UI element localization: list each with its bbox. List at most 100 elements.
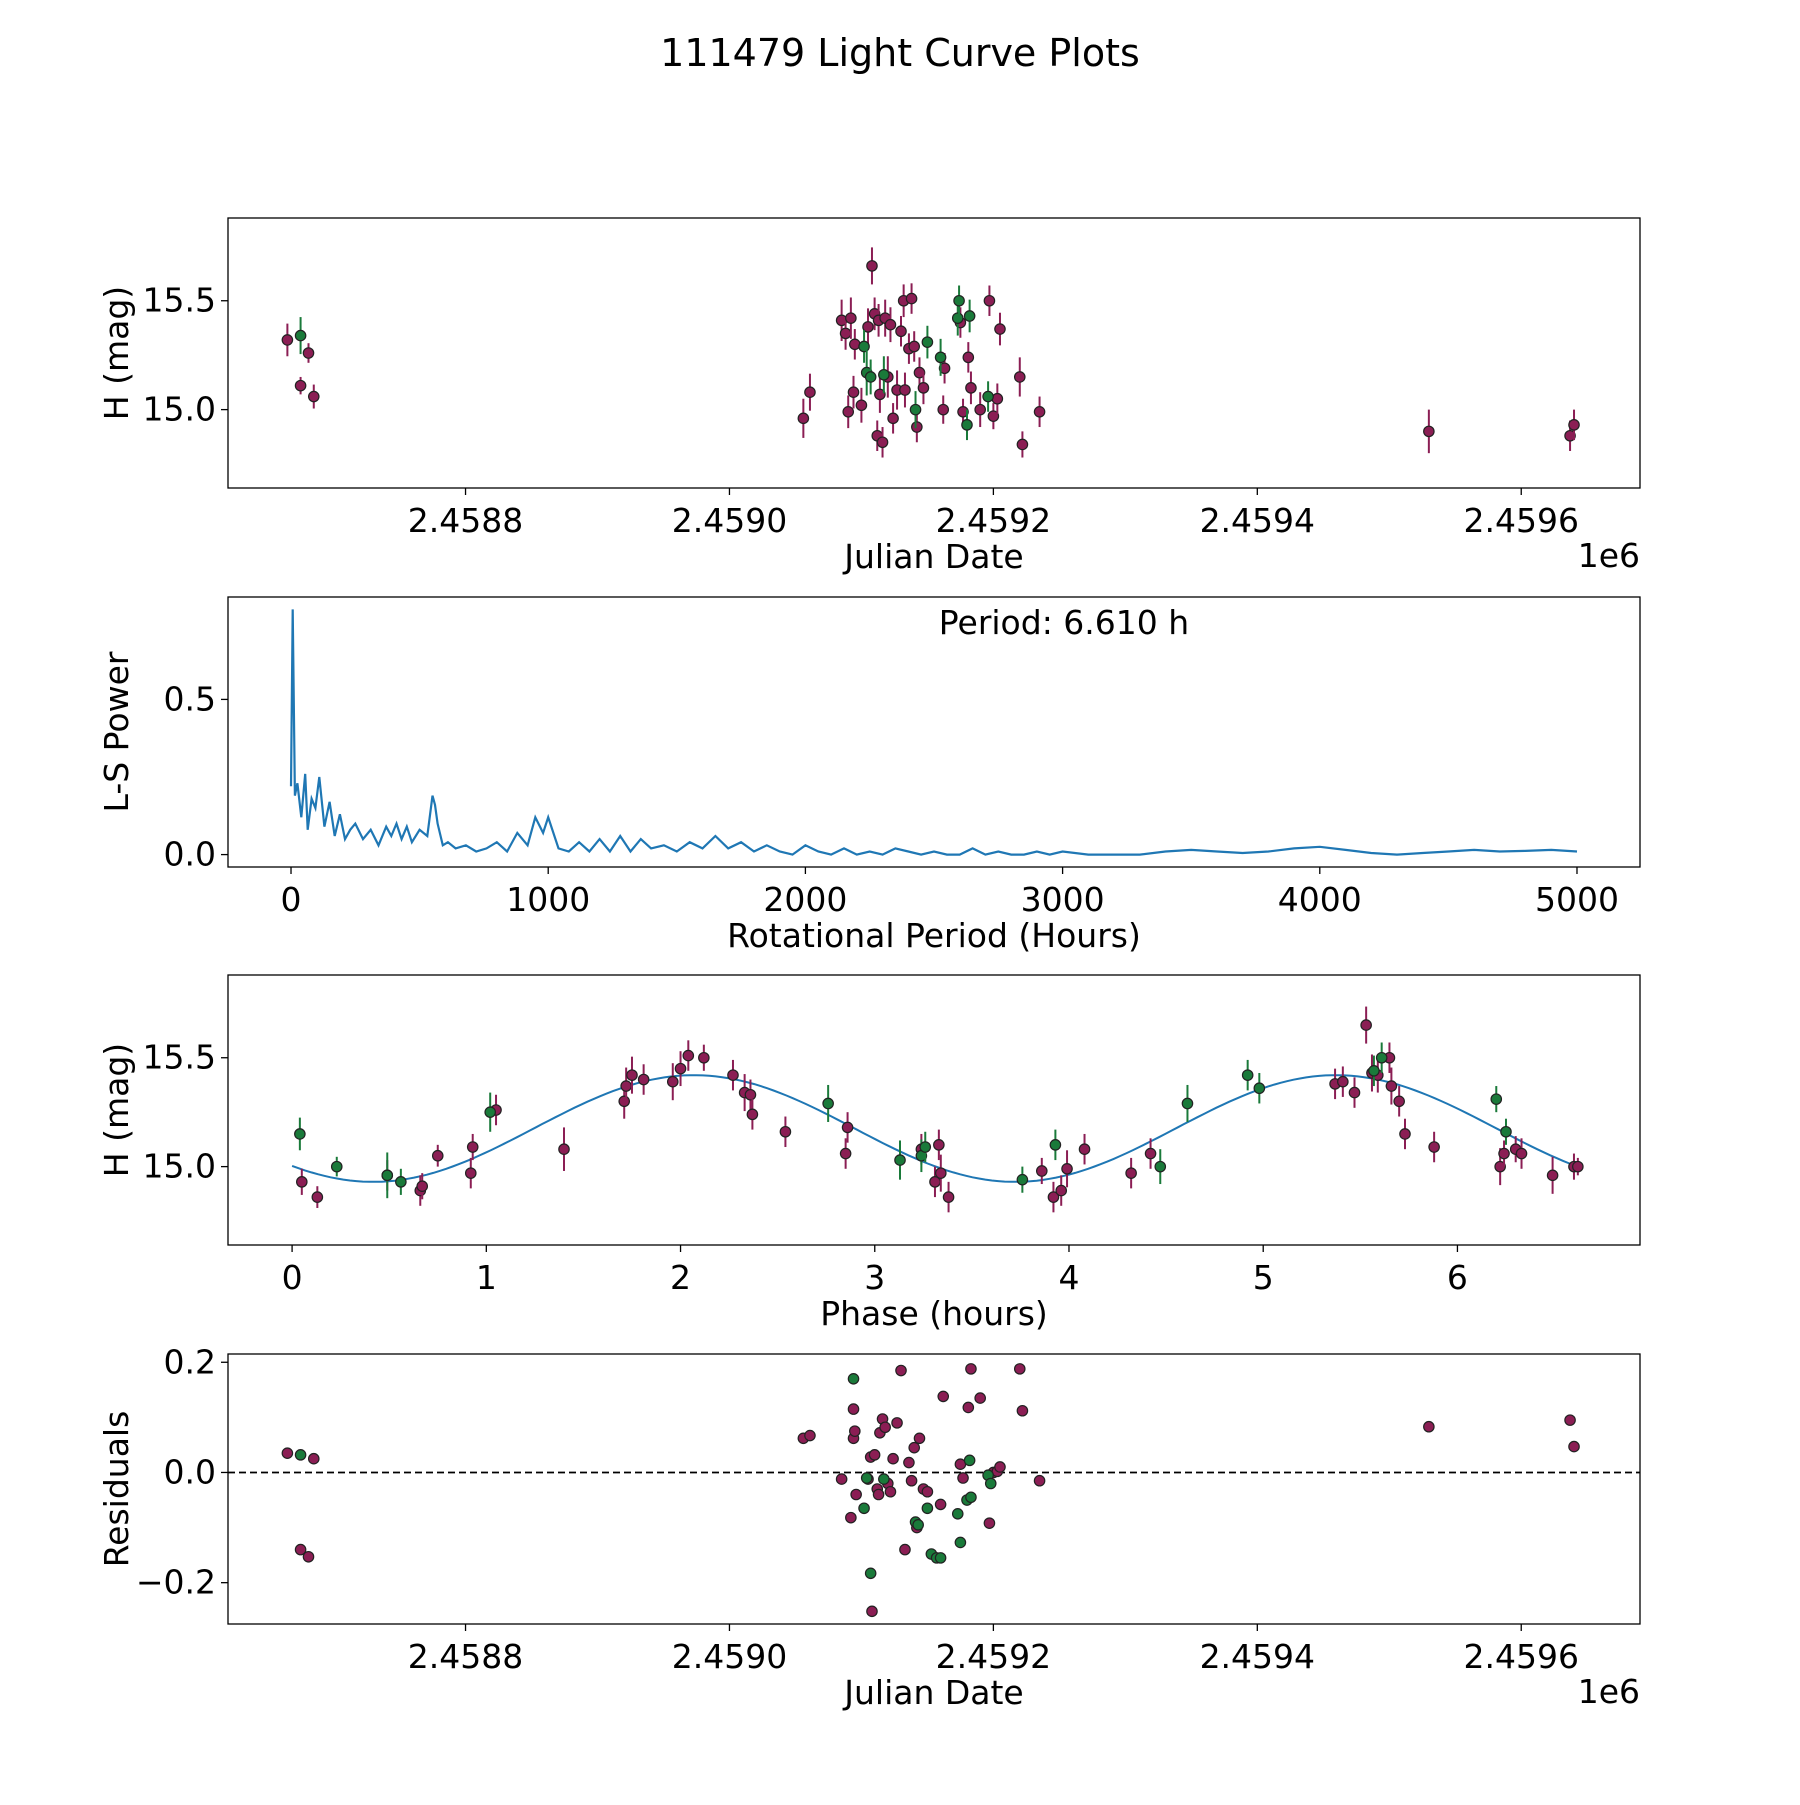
data-point-maroon xyxy=(884,1485,897,1498)
data-point-green xyxy=(294,1128,306,1140)
data-point-maroon xyxy=(921,1485,934,1498)
data-point-green xyxy=(954,1536,967,1549)
x-tick-label: 2.4590 xyxy=(672,1637,787,1676)
data-point-green xyxy=(860,1472,873,1484)
data-point-maroon xyxy=(872,1488,885,1501)
data-point-maroon xyxy=(905,1474,918,1487)
data-point-green xyxy=(395,1176,407,1188)
data-point-maroon xyxy=(987,410,1000,422)
data-point-maroon xyxy=(942,1191,955,1203)
y-tick-label: 0.5 xyxy=(164,679,216,718)
x-axis-label: Julian Date xyxy=(842,1673,1024,1712)
data-point-green xyxy=(294,1449,307,1461)
data-point-maroon xyxy=(1515,1147,1528,1160)
data-point-maroon xyxy=(1078,1143,1091,1155)
figure-title: 111479 Light Curve Plots xyxy=(660,31,1140,75)
x-tick-label: 1000 xyxy=(506,880,590,919)
data-point-maroon xyxy=(994,1461,1006,1473)
data-point-maroon xyxy=(938,362,951,375)
data-point-green xyxy=(847,1372,860,1385)
data-point-green xyxy=(1241,1069,1254,1081)
data-point-green xyxy=(963,310,976,322)
data-point-green xyxy=(934,351,947,364)
data-point-maroon xyxy=(884,318,897,331)
x-tick-label: 2.4592 xyxy=(936,1637,1051,1676)
data-point-maroon xyxy=(937,1390,950,1403)
data-point-maroon xyxy=(1035,1165,1048,1177)
data-point-maroon xyxy=(983,294,996,307)
data-point-maroon xyxy=(962,1401,975,1414)
x-tick-label: 2.4596 xyxy=(1463,501,1578,540)
x-axis-label: Phase (hours) xyxy=(820,1294,1048,1333)
data-point-maroon xyxy=(839,327,852,340)
data-point-green xyxy=(822,1097,834,1110)
data-point-maroon xyxy=(302,1550,315,1563)
data-point-maroon xyxy=(899,384,911,396)
data-point-maroon xyxy=(1572,1160,1584,1173)
data-point-maroon xyxy=(905,292,918,305)
data-point-maroon xyxy=(957,405,969,418)
data-point-maroon xyxy=(1423,425,1435,438)
x-offset-label: 1e6 xyxy=(1578,1672,1640,1711)
data-point-maroon xyxy=(933,1139,945,1151)
x-tick-label: 2.4590 xyxy=(672,501,787,540)
data-point-maroon xyxy=(1125,1167,1137,1179)
data-point-green xyxy=(963,1454,976,1467)
data-point-maroon xyxy=(1047,1191,1060,1203)
data-point-maroon xyxy=(744,1088,757,1101)
data-point-maroon xyxy=(281,334,294,346)
data-point-maroon xyxy=(911,421,923,433)
data-point-maroon xyxy=(1393,1095,1405,1108)
data-point-green xyxy=(294,329,307,342)
data-point-maroon xyxy=(431,1149,444,1162)
data-point-maroon xyxy=(307,1452,320,1465)
data-point-green xyxy=(951,1507,964,1520)
x-axis-label: Rotational Period (Hours) xyxy=(727,916,1141,955)
data-point-maroon xyxy=(281,1447,294,1459)
data-point-maroon xyxy=(937,403,950,416)
data-point-maroon xyxy=(1016,438,1029,451)
y-tick-label: 15.5 xyxy=(143,281,216,320)
data-point-maroon xyxy=(862,321,874,333)
data-point-maroon xyxy=(1013,1363,1026,1375)
data-point-maroon xyxy=(698,1051,710,1064)
x-tick-label: 2.4596 xyxy=(1463,1637,1578,1676)
data-point-green xyxy=(921,336,934,348)
data-point-maroon xyxy=(908,1441,921,1454)
data-point-maroon xyxy=(466,1141,479,1153)
data-point-green xyxy=(1154,1160,1167,1173)
data-point-maroon xyxy=(637,1073,650,1086)
data-point-green xyxy=(1368,1065,1380,1077)
data-point-maroon xyxy=(842,405,855,418)
data-point-maroon xyxy=(868,1449,881,1461)
data-point-maroon xyxy=(965,1363,977,1375)
data-point-maroon xyxy=(626,1069,638,1081)
model-fit-curve xyxy=(291,1074,1577,1183)
y-tick-label: −0.2 xyxy=(136,1563,216,1602)
data-point-maroon xyxy=(804,1429,816,1442)
data-point-green xyxy=(1253,1082,1266,1095)
data-point-maroon xyxy=(797,412,810,425)
data-point-maroon xyxy=(296,1176,308,1188)
period-annotation: Period: 6.610 h xyxy=(939,603,1189,642)
data-point-green xyxy=(982,390,994,403)
x-tick-label: 5000 xyxy=(1535,880,1619,919)
data-point-maroon xyxy=(879,1421,891,1434)
data-point-maroon xyxy=(845,1511,857,1524)
data-point-maroon xyxy=(804,386,816,398)
data-point-green xyxy=(1490,1093,1503,1105)
data-point-green xyxy=(912,1519,924,1531)
phased-panel: 0 1 2 3 4 5 6 15.0 15.5 Phase (hours) H (mag) xyxy=(97,974,1641,1333)
data-point-maroon xyxy=(1428,1141,1440,1153)
data-point-green xyxy=(858,1502,870,1515)
data-point-maroon xyxy=(746,1108,759,1121)
data-point-green xyxy=(965,1491,977,1504)
data-point-green xyxy=(909,403,922,416)
y-tick-label: 0.0 xyxy=(164,1452,216,1491)
data-point-maroon xyxy=(876,436,889,449)
data-point-maroon xyxy=(962,351,975,364)
data-point-maroon xyxy=(1144,1147,1157,1160)
data-point-maroon xyxy=(895,1364,907,1377)
data-point-maroon xyxy=(839,1147,852,1160)
